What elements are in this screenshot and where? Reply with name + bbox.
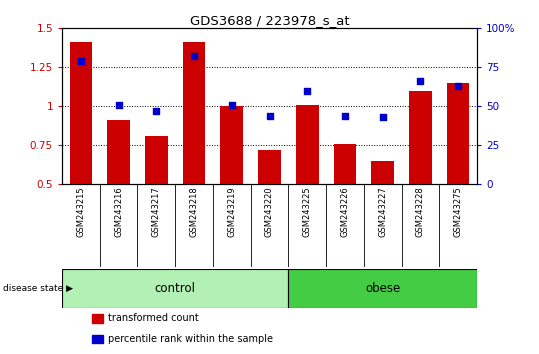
Text: disease state ▶: disease state ▶ [3,284,73,293]
Bar [334,144,356,184]
Point [265,113,274,118]
Point [227,102,236,108]
Text: GSM243220: GSM243220 [265,187,274,237]
Text: GSM243216: GSM243216 [114,187,123,237]
Title: GDS3688 / 223978_s_at: GDS3688 / 223978_s_at [190,14,349,27]
Point [152,108,161,114]
Point [77,58,85,64]
Point [416,79,425,84]
Bar [258,150,281,184]
Bar [183,42,205,184]
Text: GSM243225: GSM243225 [303,187,312,237]
Bar [288,269,477,308]
Bar [145,136,168,184]
Bar [409,91,432,184]
Text: GSM243217: GSM243217 [152,187,161,237]
Bar [371,161,394,184]
Text: GSM243226: GSM243226 [341,187,349,237]
Text: transformed count: transformed count [108,313,198,323]
Text: GSM243228: GSM243228 [416,187,425,237]
Text: GSM243275: GSM243275 [454,187,462,237]
Bar [296,105,319,184]
Text: GSM243218: GSM243218 [190,187,198,237]
Point [341,113,349,118]
Text: GSM243215: GSM243215 [77,187,85,237]
Text: GSM243227: GSM243227 [378,187,387,237]
Point [190,53,198,59]
Bar [62,269,288,308]
Point [378,114,387,120]
Text: GSM243219: GSM243219 [227,187,236,237]
Text: obese: obese [365,282,400,295]
Bar [70,42,92,184]
Point [303,88,312,93]
Bar [220,106,243,184]
Text: percentile rank within the sample: percentile rank within the sample [108,334,273,344]
Bar [107,120,130,184]
Text: control: control [155,282,196,295]
Point [114,102,123,108]
Point [454,83,462,89]
Bar [447,83,469,184]
